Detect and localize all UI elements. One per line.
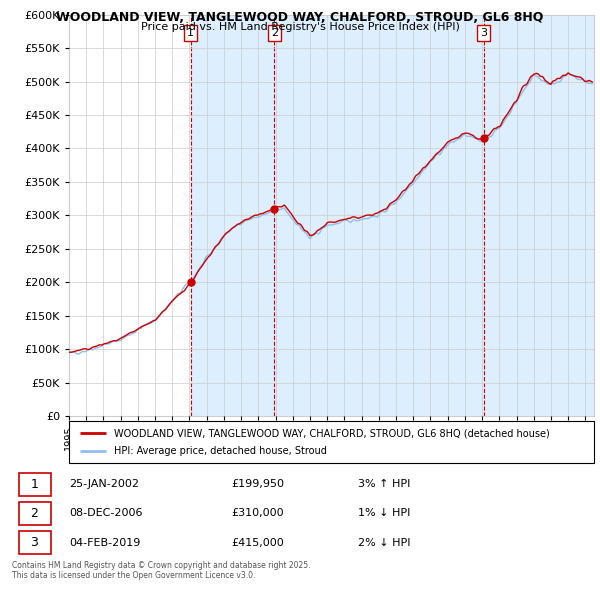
Text: 2% ↓ HPI: 2% ↓ HPI bbox=[358, 537, 410, 548]
Text: £310,000: £310,000 bbox=[231, 509, 284, 518]
Bar bbox=[191, 15, 274, 416]
Text: 25-JAN-2002: 25-JAN-2002 bbox=[70, 479, 140, 489]
Text: 3% ↑ HPI: 3% ↑ HPI bbox=[358, 479, 410, 489]
Text: 1% ↓ HPI: 1% ↓ HPI bbox=[358, 509, 410, 518]
Bar bbox=[19, 531, 50, 554]
Text: £415,000: £415,000 bbox=[231, 537, 284, 548]
Text: HPI: Average price, detached house, Stroud: HPI: Average price, detached house, Stro… bbox=[113, 446, 326, 456]
Text: WOODLAND VIEW, TANGLEWOOD WAY, CHALFORD, STROUD, GL6 8HQ (detached house): WOODLAND VIEW, TANGLEWOOD WAY, CHALFORD,… bbox=[113, 428, 550, 438]
Text: £199,950: £199,950 bbox=[231, 479, 284, 489]
Text: 3: 3 bbox=[31, 536, 38, 549]
Text: 04-FEB-2019: 04-FEB-2019 bbox=[70, 537, 141, 548]
Bar bbox=[484, 15, 594, 416]
Text: 1: 1 bbox=[187, 28, 194, 38]
Text: 3: 3 bbox=[480, 28, 487, 38]
Text: 2: 2 bbox=[271, 28, 278, 38]
Text: 1: 1 bbox=[31, 477, 38, 491]
Bar bbox=[19, 502, 50, 525]
Text: 2: 2 bbox=[31, 507, 38, 520]
Text: WOODLAND VIEW, TANGLEWOOD WAY, CHALFORD, STROUD, GL6 8HQ: WOODLAND VIEW, TANGLEWOOD WAY, CHALFORD,… bbox=[56, 11, 544, 24]
Bar bbox=[274, 15, 484, 416]
Text: Contains HM Land Registry data © Crown copyright and database right 2025.
This d: Contains HM Land Registry data © Crown c… bbox=[12, 560, 311, 580]
Text: Price paid vs. HM Land Registry's House Price Index (HPI): Price paid vs. HM Land Registry's House … bbox=[140, 22, 460, 32]
Bar bbox=[19, 473, 50, 496]
Text: 08-DEC-2006: 08-DEC-2006 bbox=[70, 509, 143, 518]
